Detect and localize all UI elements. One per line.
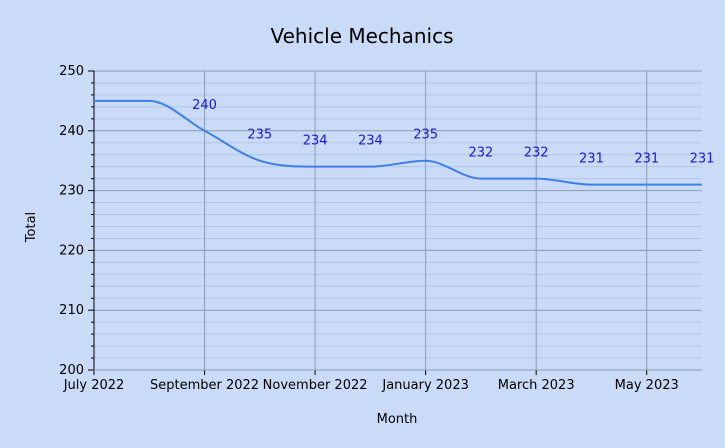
axes: 200 210 220 230 240 250 July 2022 September 202… [59, 64, 702, 393]
x-tick-label: March 2023 [498, 378, 575, 393]
y-tick-label: 230 [59, 184, 84, 199]
grid [93, 70, 702, 371]
data-labels: 240 235 234 234 235 232 232 231 231 231 [192, 98, 714, 167]
data-label: 231 [690, 152, 715, 167]
plot-area [94, 71, 702, 370]
series [94, 99, 702, 186]
x-tick-label: September 2022 [150, 378, 259, 393]
x-tick-label: May 2023 [615, 378, 679, 393]
x-tick-label: January 2023 [381, 378, 469, 393]
y-tick-label: 220 [59, 243, 84, 258]
y-tick-label: 250 [59, 64, 84, 79]
y-tick-label: 240 [59, 124, 84, 139]
y-tick-label: 210 [59, 303, 84, 318]
y-tick-label: 200 [59, 363, 84, 378]
chart-title: Vehicle Mechanics [270, 24, 453, 48]
data-label: 232 [468, 146, 493, 161]
data-label: 231 [634, 152, 659, 167]
data-label: 234 [358, 134, 383, 149]
data-label: 232 [524, 146, 549, 161]
data-label: 235 [413, 128, 438, 143]
y-axis-title: Total [24, 212, 39, 243]
data-label: 240 [192, 98, 217, 113]
data-label: 231 [579, 152, 604, 167]
series-line [94, 99, 702, 186]
x-axis-title: Month [377, 412, 418, 427]
x-tick-label: November 2022 [263, 378, 368, 393]
data-label: 234 [303, 134, 328, 149]
x-tick-label: July 2022 [63, 378, 125, 393]
data-label: 235 [247, 128, 272, 143]
